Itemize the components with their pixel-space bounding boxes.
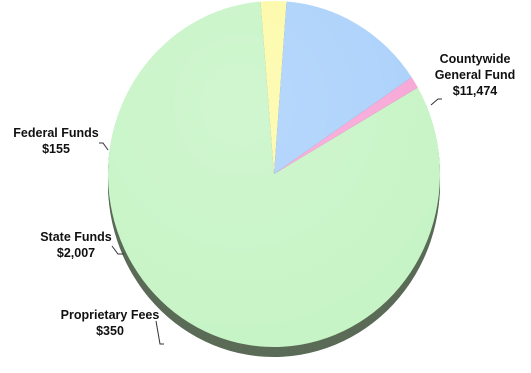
- slice-label-state-funds: State Funds $2,007: [40, 230, 112, 260]
- slice-name-state-funds: State Funds: [40, 230, 112, 244]
- slice-name-federal-funds: Federal Funds: [13, 126, 98, 140]
- slice-value-state-funds: $2,007: [57, 246, 95, 260]
- slice-label-federal-funds: Federal Funds $155: [13, 126, 98, 156]
- slice-label-countywide-general-fund: Countywide General Fund $11,474: [435, 52, 516, 98]
- pie-labels: Countywide General Fund $11,474 Proprietary…: [13, 52, 516, 345]
- slice-value-proprietary-fees: $350: [96, 324, 124, 338]
- slice-label-proprietary-fees: Proprietary Fees $350: [61, 308, 160, 338]
- leader-line-federal-funds: [99, 142, 109, 151]
- slice-value-federal-funds: $155: [42, 142, 70, 156]
- pie-slices: [107, 0, 440, 347]
- pie-sheen: [108, 1, 440, 347]
- slice-value-countywide-general-fund: $11,474: [453, 84, 498, 98]
- slice-name-proprietary-fees: Proprietary Fees: [61, 308, 160, 322]
- leader-line-countywide-general-fund: [430, 98, 442, 106]
- leader-line-proprietary-fees: [155, 320, 164, 345]
- slice-name-countywide-general-fund: General Fund: [435, 68, 516, 82]
- slice-name-countywide-general-fund: Countywide: [440, 52, 511, 66]
- leader-line-state-funds: [111, 245, 124, 255]
